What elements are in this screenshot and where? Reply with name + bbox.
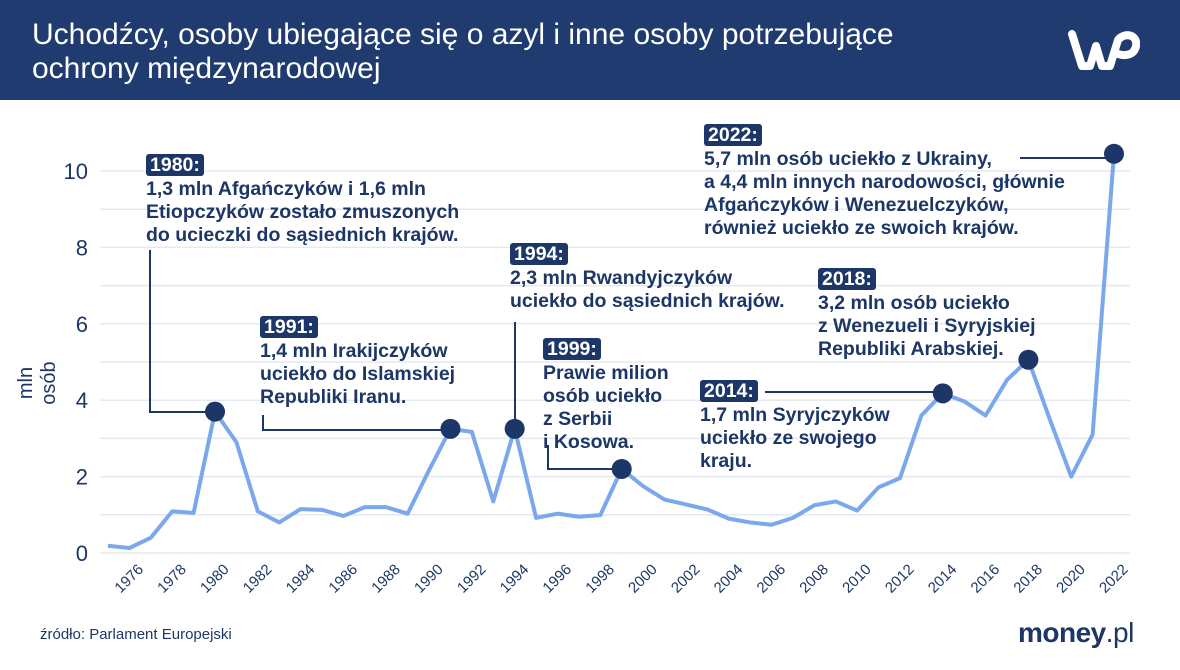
annotation-text: uciekło do sąsiednich krajów. — [510, 290, 785, 312]
annotation: 2018: 3,2 mln osób uciekło z Wenezueli i S… — [818, 268, 1036, 361]
annotation-text: 1,7 mln Syryjczyków — [700, 404, 890, 426]
annotation-text: kraju. — [700, 450, 753, 472]
brand-suffix: .pl — [1105, 617, 1135, 648]
money-pl-logo: money.pl — [1018, 617, 1134, 649]
data-point — [1018, 349, 1039, 370]
annotation-year-badge: 1994: — [510, 243, 568, 265]
x-tick-label: 1986 — [325, 561, 361, 597]
x-tick-label: 1998 — [582, 561, 618, 597]
data-point — [440, 418, 461, 439]
x-tick-label: 2004 — [711, 561, 747, 597]
x-tick-label: 2016 — [968, 561, 1004, 597]
y-tick-label: 0 — [76, 541, 88, 566]
x-tick-label: 2010 — [839, 561, 875, 597]
annotation: 1980: 1,3 mln Afgańczyków i 1,6 mln Etiopc… — [146, 154, 459, 247]
annotation-text: Etiopczyków zostało zmuszonych — [146, 201, 460, 223]
x-tick-label: 1984 — [283, 561, 319, 597]
x-tick-label: 2012 — [882, 561, 918, 597]
annotation-year-badge: 1991: — [260, 316, 318, 338]
annotation-text: 3,2 mln osób uciekło — [818, 292, 1010, 314]
x-tick-label: 1980 — [197, 561, 233, 597]
data-point — [611, 458, 632, 479]
annotation-text: a 4,4 mln innych narodowości, głównie — [704, 171, 1065, 193]
data-point — [932, 383, 953, 404]
data-point — [205, 401, 226, 422]
x-tick-label: 2000 — [625, 561, 661, 597]
annotation-text: 1,3 mln Afgańczyków i 1,6 mln — [146, 178, 426, 200]
annotation-text: z Wenezueli i Syryjskiej — [818, 315, 1036, 337]
annotation: 1999: Prawie milion osób uciekło z Serbii i … — [543, 338, 669, 454]
annotation-text: również uciekło ze swoich krajów. — [704, 217, 1019, 239]
annotation-text: 1,4 mln Irakijczyków — [260, 340, 448, 362]
annotation-year-badge: 2022: — [704, 124, 762, 146]
annotation: 2022: 5,7 mln osób uciekło z Ukrainy, a 4,… — [704, 124, 1065, 240]
annotation-text: Republiki Arabskiej. — [818, 338, 1004, 360]
annotation-connector — [547, 445, 623, 470]
x-tick-label: 1992 — [454, 561, 490, 597]
y-tick-label: 2 — [76, 465, 88, 490]
x-tick-label: 1976 — [111, 561, 147, 597]
x-tick-label: 2008 — [796, 561, 832, 597]
annotation-connector — [262, 415, 450, 431]
x-tick-label: 2014 — [925, 561, 961, 597]
annotation-text: Afgańczyków i Wenezuelczyków, — [704, 194, 1009, 216]
y-axis-label: mln osób — [15, 361, 60, 405]
annotation-text: z Serbii — [543, 408, 613, 430]
annotation-year-badge: 2014: — [700, 380, 758, 402]
y-tick-label: 6 — [76, 312, 88, 337]
x-tick-label: 2020 — [1053, 561, 1089, 597]
header: Uchodźcy, osoby ubiegające się o azyl i … — [0, 0, 1180, 100]
x-tick-label: 1990 — [411, 561, 447, 597]
annotation-text: uciekło ze swojego — [700, 427, 877, 449]
x-tick-label: 1996 — [539, 561, 575, 597]
annotation: 1991: 1,4 mln Irakijczyków uciekło do Isla… — [260, 316, 455, 409]
data-point — [1104, 143, 1124, 164]
y-tick-label: 10 — [64, 159, 88, 184]
annotation-year-badge: 1980: — [146, 154, 204, 176]
annotation-text: 5,7 mln osób uciekło z Ukrainy, — [704, 148, 992, 170]
y-tick-label: 8 — [76, 235, 88, 260]
annotation: 2014: 1,7 mln Syryjczyków uciekło ze swoje… — [700, 380, 890, 473]
x-tick-label: 1994 — [497, 561, 533, 597]
x-tick-label: 2018 — [1010, 561, 1046, 597]
annotation-year-badge: 2018: — [818, 268, 876, 290]
x-tick-label: 1982 — [240, 561, 276, 597]
annotation: 1994: 2,3 mln Rwandyjczyków uciekło do sąs… — [510, 243, 785, 313]
annotation-connector — [149, 250, 218, 413]
source-note: źródło: Parlament Europejski — [40, 626, 232, 643]
brand-main: money — [1018, 617, 1106, 648]
x-tick-label: 1978 — [154, 561, 190, 597]
page-title: Uchodźcy, osoby ubiegające się o azyl i … — [32, 18, 1032, 86]
x-tick-label: 1988 — [368, 561, 404, 597]
annotation-text: 2,3 mln Rwandyjczyków — [510, 267, 733, 289]
annotation-text: do ucieczki do sąsiednich krajów. — [146, 224, 459, 246]
annotation-text: osób uciekło — [543, 385, 663, 407]
annotation-text: Prawie milion — [543, 362, 669, 384]
annotation-text: Republiki Iranu. — [260, 386, 407, 408]
title-line-2: ochrony międzynarodowej — [32, 52, 381, 85]
title-line-1: Uchodźcy, osoby ubiegające się o azyl i … — [32, 18, 894, 51]
annotation-year-badge: 1999: — [543, 338, 601, 360]
y-tick-label: 4 — [76, 388, 88, 413]
data-point — [504, 418, 525, 439]
x-tick-label: 2002 — [668, 561, 704, 597]
wp-logo — [1068, 30, 1140, 70]
x-tick-label: 2006 — [754, 561, 790, 597]
x-tick-label: 2022 — [1096, 561, 1132, 597]
annotation-text: i Kosowa. — [543, 431, 635, 453]
annotation-text: uciekło do Islamskiej — [260, 363, 456, 385]
